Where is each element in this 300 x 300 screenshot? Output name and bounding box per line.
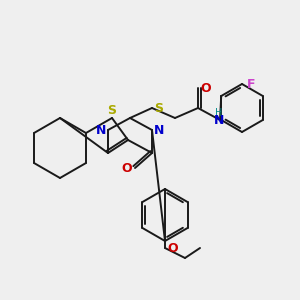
Text: S: S bbox=[154, 101, 164, 115]
Text: N: N bbox=[96, 124, 106, 136]
Text: N: N bbox=[154, 124, 164, 136]
Text: S: S bbox=[107, 103, 116, 116]
Text: N: N bbox=[214, 115, 224, 128]
Text: O: O bbox=[122, 161, 132, 175]
Text: O: O bbox=[168, 242, 178, 254]
Text: H: H bbox=[215, 108, 223, 118]
Text: O: O bbox=[201, 82, 211, 94]
Text: F: F bbox=[247, 77, 255, 91]
